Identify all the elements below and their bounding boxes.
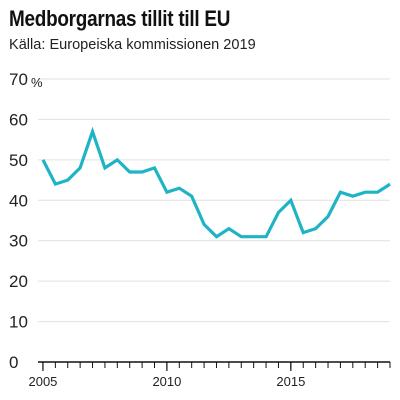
y-tick-label: 20	[9, 272, 28, 291]
y-tick-label: 50	[9, 151, 28, 170]
y-tick-label: 70	[9, 70, 28, 89]
y-tick-label: 0	[9, 353, 18, 372]
y-tick-label: 40	[9, 191, 28, 210]
y-tick-label: 10	[9, 313, 28, 332]
chart-subtitle: Källa: Europeiska kommissionen 2019	[9, 36, 256, 53]
y-tick-label: 30	[9, 232, 28, 251]
chart-title: Medborgarnas tillit till EU	[9, 6, 231, 31]
y-tick-label: 60	[9, 110, 28, 129]
series-line	[41, 126, 391, 239]
x-tick-label: 2005	[28, 374, 57, 389]
x-tick-label: 2010	[152, 374, 181, 389]
x-tick-label: 2015	[276, 374, 305, 389]
y-unit-label: %	[31, 75, 43, 90]
